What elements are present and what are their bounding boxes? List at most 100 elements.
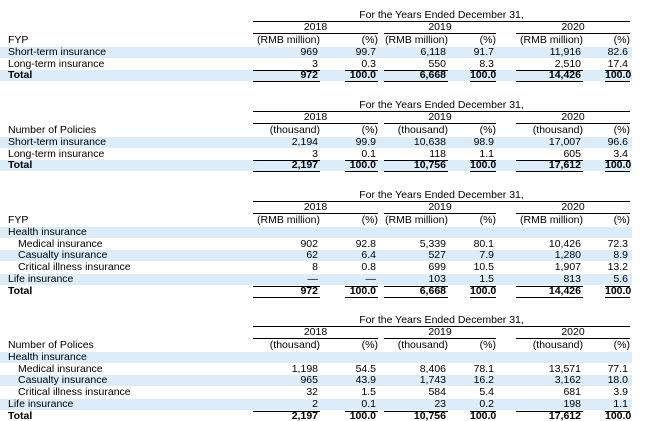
rule [345,410,378,412]
cell: — [365,272,377,285]
row-label: Number of Polices [8,339,94,351]
rule [384,171,448,173]
year: 2018 [303,326,328,338]
cell: 8 [312,261,318,274]
cell: 2,197 [291,409,318,421]
cell: 8,406 [419,362,446,375]
unit: (%) [613,124,630,136]
cell: 62 [306,249,318,262]
cell: 8.9 [613,249,628,262]
cell: 3.4 [613,147,628,160]
cell: 0.3 [361,57,376,70]
rule [345,81,378,83]
cell: 17,612 [548,409,581,421]
cell: 10.5 [473,261,494,274]
cell: 972 [300,284,318,297]
cell: 972 [300,69,318,82]
cell: 10,756 [413,409,446,421]
rule [516,410,583,412]
row-label: Health insurance [8,351,87,363]
cell: 10,426 [548,237,581,250]
rule [253,338,378,339]
row-label: Long-term insurance [8,147,105,160]
rule [605,285,630,287]
cell: 1.1 [479,147,494,160]
rule [470,160,496,162]
row-shade [0,227,632,238]
rule [516,285,583,287]
unit: (%) [613,339,630,351]
rule [605,410,630,412]
rule [516,123,630,124]
cell: 1.1 [613,397,628,410]
cell: 118 [429,147,446,160]
rule [345,160,378,162]
row-shade [0,250,632,262]
rule [516,33,630,34]
row-shade [0,137,632,148]
cell: 43.9 [355,374,376,387]
year: 2020 [561,111,585,123]
rule [345,296,378,298]
cell: 82.6 [607,46,628,58]
rule [253,21,630,22]
row-label: Long-term insurance [8,57,105,70]
rule [384,213,496,214]
cell: 54.5 [355,362,376,375]
cell: 100.0 [349,284,376,297]
unit: (thousand) [269,339,320,351]
cell: 10,638 [413,136,446,148]
rule [253,81,320,83]
year: 2018 [303,21,328,33]
cell: 78.1 [473,362,494,375]
cell: 98.9 [473,136,494,148]
cell: 17,612 [548,159,581,172]
rule [605,160,630,162]
rule [345,285,378,287]
row-label: Total [8,159,33,172]
row-label: Medical insurance [18,237,103,250]
rule [384,296,448,298]
cell: 550 [428,57,446,70]
rule [384,33,496,34]
cell: 969 [300,46,318,58]
cell: 13,571 [548,362,581,375]
unit: (RMB million) [257,34,320,46]
row-label: Short-term insurance [8,136,107,148]
row-label: Health insurance [8,226,87,238]
cell: 527 [428,249,446,262]
table-header: For the Years Ended December 31, [359,9,524,21]
cell: 1,198 [291,362,318,375]
rule [253,123,378,124]
unit: (RMB million) [257,214,320,226]
row-shade [0,352,632,363]
cell: — [307,272,319,285]
year: 2019 [428,326,452,338]
row-label: Total [8,69,33,82]
cell: 0.1 [361,397,376,410]
row-label: Total [8,284,33,297]
rule [516,70,583,72]
unit: (thousand) [532,339,583,351]
cell: 32 [306,386,318,399]
rule [470,81,496,83]
rule [470,410,496,412]
cell: 3 [312,57,318,70]
cell: 6,668 [419,69,446,82]
year: 2019 [428,111,452,123]
rule [605,70,630,72]
rule [516,160,583,162]
cell: 605 [563,147,581,160]
rule [253,70,320,72]
row-label: Life insurance [8,397,74,410]
cell: 100.0 [605,159,632,172]
rule [384,81,448,83]
unit: (thousand) [269,124,320,136]
row-label: FYP [8,214,29,226]
cell: 100.0 [605,409,632,421]
row-label: Number of Policies [8,124,97,136]
unit: (%) [479,34,496,46]
cell: 92.8 [355,237,376,250]
cell: 902 [300,237,318,250]
